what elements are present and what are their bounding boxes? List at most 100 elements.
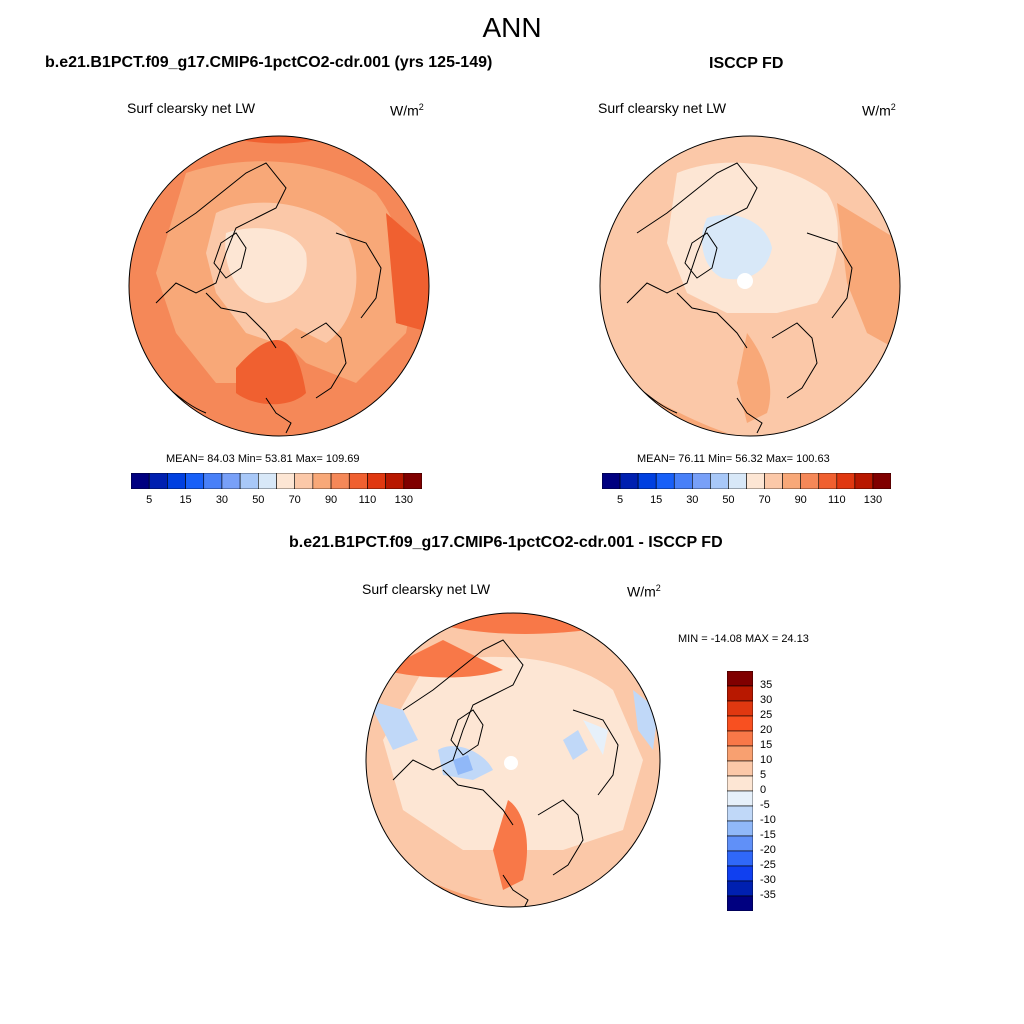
colorbar-swatch: [673, 473, 693, 489]
colorbar-swatch: [727, 835, 753, 852]
colorbar-tick-label: 110: [358, 494, 377, 506]
colorbar-swatch: [746, 473, 765, 489]
right-colorbar: [602, 473, 891, 489]
colorbar-swatch: [258, 473, 277, 489]
colorbar-tick-label: 50: [252, 494, 265, 506]
colorbar-tick-label: -25: [760, 859, 776, 871]
colorbar-swatch: [764, 473, 783, 489]
colorbar-tick-label: 70: [758, 494, 771, 506]
colorbar-swatch: [727, 685, 753, 702]
colorbar-tick-label: 70: [288, 494, 301, 506]
colorbar-tick-label: 90: [324, 494, 338, 506]
diff-variable-label: Surf clearsky net LW: [362, 581, 491, 597]
colorbar-tick-label: -35: [760, 889, 776, 901]
colorbar-tick-label: 10: [760, 754, 773, 766]
diff-polar-map: [365, 612, 661, 908]
colorbar-swatch: [727, 730, 753, 747]
colorbar-swatch: [872, 473, 891, 489]
colorbar-swatch: [710, 473, 729, 489]
diff-units: W/m2: [627, 583, 661, 600]
colorbar-swatch: [167, 473, 186, 489]
colorbar-swatch: [348, 473, 368, 489]
colorbar-swatch: [854, 473, 874, 489]
colorbar-swatch: [727, 745, 753, 762]
colorbar-swatch: [637, 473, 657, 489]
right-units: W/m2: [862, 102, 896, 119]
colorbar-tick-label: 35: [760, 679, 773, 691]
colorbar-swatch: [818, 473, 838, 489]
left-case-title: b.e21.B1PCT.f09_g17.CMIP6-1pctCO2-cdr.00…: [45, 54, 493, 71]
colorbar-swatch: [727, 820, 753, 837]
colorbar-tick-label: 90: [794, 494, 807, 506]
colorbar-tick-label: 15: [760, 739, 773, 751]
colorbar-tick-label: -10: [760, 814, 776, 826]
diff-stats: MIN = -14.08 MAX = 24.13: [678, 633, 809, 645]
colorbar-swatch: [294, 473, 314, 489]
colorbar-swatch: [403, 473, 422, 489]
colorbar-swatch: [367, 473, 386, 489]
colorbar-swatch: [782, 473, 801, 489]
colorbar-tick-label: 0: [760, 784, 767, 796]
colorbar-swatch: [727, 775, 753, 792]
colorbar-tick-label: -20: [760, 844, 776, 856]
colorbar-tick-label: 30: [760, 694, 773, 706]
colorbar-swatch: [203, 473, 223, 489]
colorbar-tick-label: 5: [146, 494, 153, 506]
colorbar-swatch: [727, 865, 753, 882]
right-variable-label: Surf clearsky net LW: [598, 100, 727, 116]
colorbar-swatch: [185, 473, 205, 489]
colorbar-tick-label: 50: [722, 494, 735, 506]
colorbar-tick-label: -30: [760, 874, 776, 886]
colorbar-tick-label: -15: [760, 829, 776, 841]
colorbar-swatch: [727, 880, 753, 897]
colorbar-swatch: [728, 473, 747, 489]
right-polar-map: [599, 135, 901, 437]
diff-case-title: b.e21.B1PCT.f09_g17.CMIP6-1pctCO2-cdr.00…: [289, 534, 723, 551]
colorbar-tick-label: 130: [394, 494, 413, 506]
right-colorbar-ticks: 5 15 30 50 70 90 110 130: [602, 494, 891, 508]
colorbar-swatch: [727, 715, 753, 732]
colorbar-tick-label: 15: [179, 494, 192, 506]
colorbar-swatch: [148, 473, 168, 489]
colorbar-swatch: [727, 850, 753, 867]
colorbar-swatch: [836, 473, 856, 489]
colorbar-tick-label: 5: [617, 494, 624, 506]
diff-colorbar-ticks: 35 30 25 20 15 10 5 0 -5 -10 -15 -20 -25 -30 -35: [760, 671, 800, 911]
colorbar-tick-label: 130: [863, 494, 883, 506]
colorbar-swatch: [727, 895, 753, 911]
colorbar-tick-label: 20: [760, 724, 773, 736]
right-case-title: ISCCP FD: [709, 55, 784, 72]
colorbar-tick-label: 15: [650, 494, 663, 506]
colorbar-swatch: [131, 473, 150, 489]
left-colorbar: [131, 473, 422, 489]
figure-title: ANN: [482, 12, 542, 43]
left-variable-label: Surf clearsky net LW: [127, 100, 256, 116]
colorbar-swatch: [727, 760, 753, 777]
colorbar-swatch: [619, 473, 639, 489]
colorbar-swatch: [385, 473, 405, 489]
colorbar-swatch: [727, 805, 753, 822]
colorbar-tick-label: 30: [215, 494, 229, 506]
colorbar-swatch: [727, 700, 753, 717]
colorbar-swatch: [330, 473, 350, 489]
colorbar-tick-label: 25: [760, 709, 773, 721]
colorbar-swatch: [727, 671, 753, 687]
colorbar-tick-label: 30: [686, 494, 699, 506]
left-stats: MEAN= 84.03 Min= 53.81 Max= 109.69: [166, 453, 360, 465]
diff-colorbar: [727, 671, 753, 911]
colorbar-swatch: [727, 790, 753, 807]
colorbar-swatch: [692, 473, 711, 489]
right-stats: MEAN= 76.11 Min= 56.32 Max= 100.63: [637, 453, 830, 465]
left-polar-map: [128, 135, 430, 437]
colorbar-swatch: [655, 473, 675, 489]
colorbar-swatch: [239, 473, 259, 489]
colorbar-swatch: [312, 473, 332, 489]
colorbar-swatch: [276, 473, 295, 489]
colorbar-tick-label: 5: [760, 769, 767, 781]
colorbar-tick-label: -5: [760, 799, 770, 811]
left-colorbar-ticks: 5 15 30 50 70 90 110 130: [131, 494, 422, 508]
colorbar-swatch: [221, 473, 241, 489]
colorbar-swatch: [800, 473, 820, 489]
colorbar-tick-label: 110: [828, 494, 846, 506]
colorbar-swatch: [602, 473, 621, 489]
